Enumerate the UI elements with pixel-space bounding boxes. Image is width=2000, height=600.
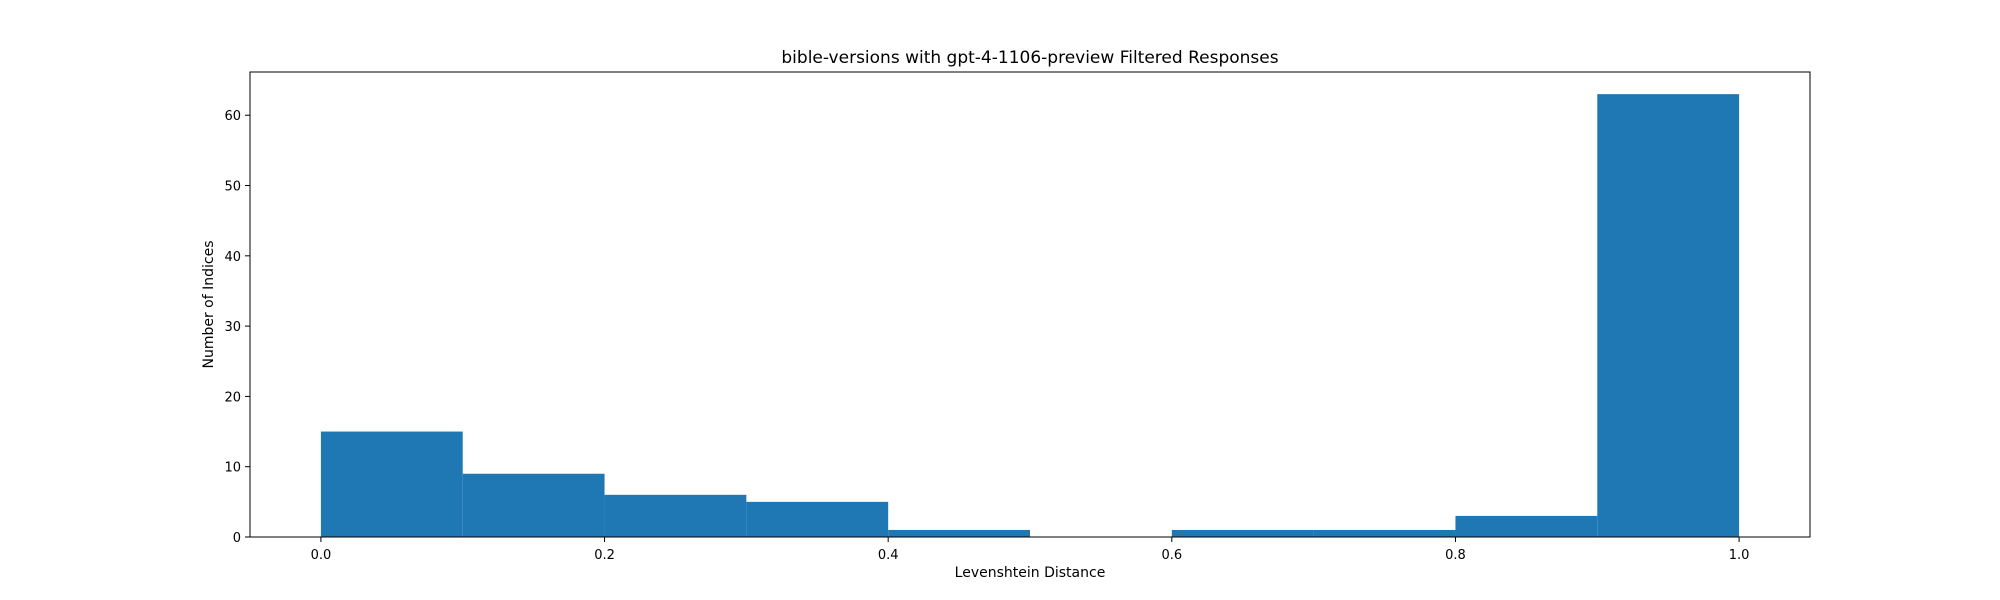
y-tick-label: 10 xyxy=(224,461,241,476)
histogram-bar-7 xyxy=(1313,529,1456,537)
y-axis-ticks: 0 10 20 30 40 50 60 xyxy=(224,109,250,546)
x-axis-ticks: 0.0 0.2 0.4 0.6 0.8 1.0 xyxy=(311,537,1750,563)
histogram-bar-0 xyxy=(320,431,463,537)
plot-frame xyxy=(249,71,1811,538)
histogram-bar-6 xyxy=(1171,529,1314,537)
x-tick-label: 0.4 xyxy=(878,548,899,563)
y-axis-label: Number of Indices xyxy=(201,240,217,368)
y-tick-label: 30 xyxy=(224,320,241,335)
x-tick-label: 0.0 xyxy=(311,548,332,563)
histogram-bar-1 xyxy=(462,473,605,537)
x-tick-label: 1.0 xyxy=(1729,548,1750,563)
y-tick-label: 0 xyxy=(233,531,241,546)
histogram-bar-8 xyxy=(1455,515,1598,537)
x-tick-label: 0.2 xyxy=(594,548,615,563)
y-tick-label: 60 xyxy=(224,109,241,124)
y-tick-label: 20 xyxy=(224,390,241,405)
y-tick-label: 50 xyxy=(224,180,241,195)
histogram-bar-2 xyxy=(604,494,747,537)
y-tick-label: 40 xyxy=(224,250,241,265)
histogram-bar-9 xyxy=(1597,94,1740,538)
histogram-bar-4 xyxy=(888,529,1030,537)
chart-title: bible-versions with gpt-4-1106-preview F… xyxy=(781,48,1278,68)
bars-group xyxy=(320,94,1740,538)
histogram-bar-3 xyxy=(746,501,889,537)
x-axis-label: Levenshtein Distance xyxy=(955,565,1106,581)
x-tick-label: 0.8 xyxy=(1445,548,1466,563)
x-tick-label: 0.6 xyxy=(1161,548,1182,563)
